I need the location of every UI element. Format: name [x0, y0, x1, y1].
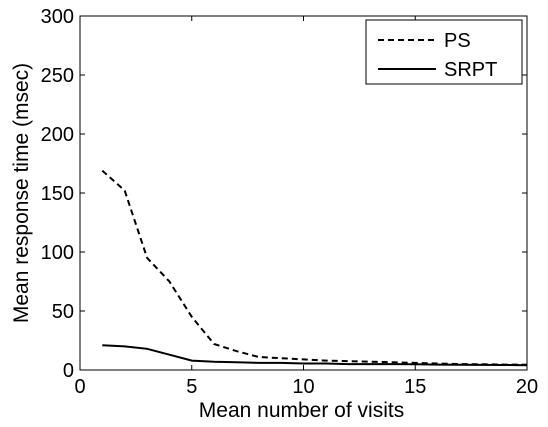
y-tick-label: 50 [52, 301, 74, 323]
y-tick-label: 250 [41, 65, 74, 87]
series-layer [101, 169, 528, 367]
series-line-ps [101, 169, 528, 366]
x-axis: 0 5 10 15 20 [74, 16, 538, 398]
x-tick-label: 20 [516, 376, 538, 398]
y-axis-title: Mean response time (msec) [10, 63, 33, 323]
x-tick-label: 15 [404, 376, 426, 398]
legend-label-srpt: SRPT [444, 59, 497, 81]
x-tick-label: 0 [74, 376, 85, 398]
series-line-srpt [102, 344, 528, 367]
y-tick-label: 100 [41, 242, 74, 264]
y-tick-label: 200 [41, 124, 74, 146]
y-tick-label: 0 [63, 360, 74, 382]
y-axis: 0 50 100 150 200 250 300 [41, 6, 527, 382]
y-tick-label: 150 [41, 183, 74, 205]
x-tick-label: 10 [292, 376, 314, 398]
x-axis-title: Mean number of visits [199, 399, 404, 422]
legend-label-ps: PS [444, 30, 471, 52]
x-tick-label: 5 [186, 376, 197, 398]
legend: PS SRPT [365, 19, 523, 85]
y-tick-label: 300 [41, 6, 74, 28]
legend-box [365, 19, 523, 85]
